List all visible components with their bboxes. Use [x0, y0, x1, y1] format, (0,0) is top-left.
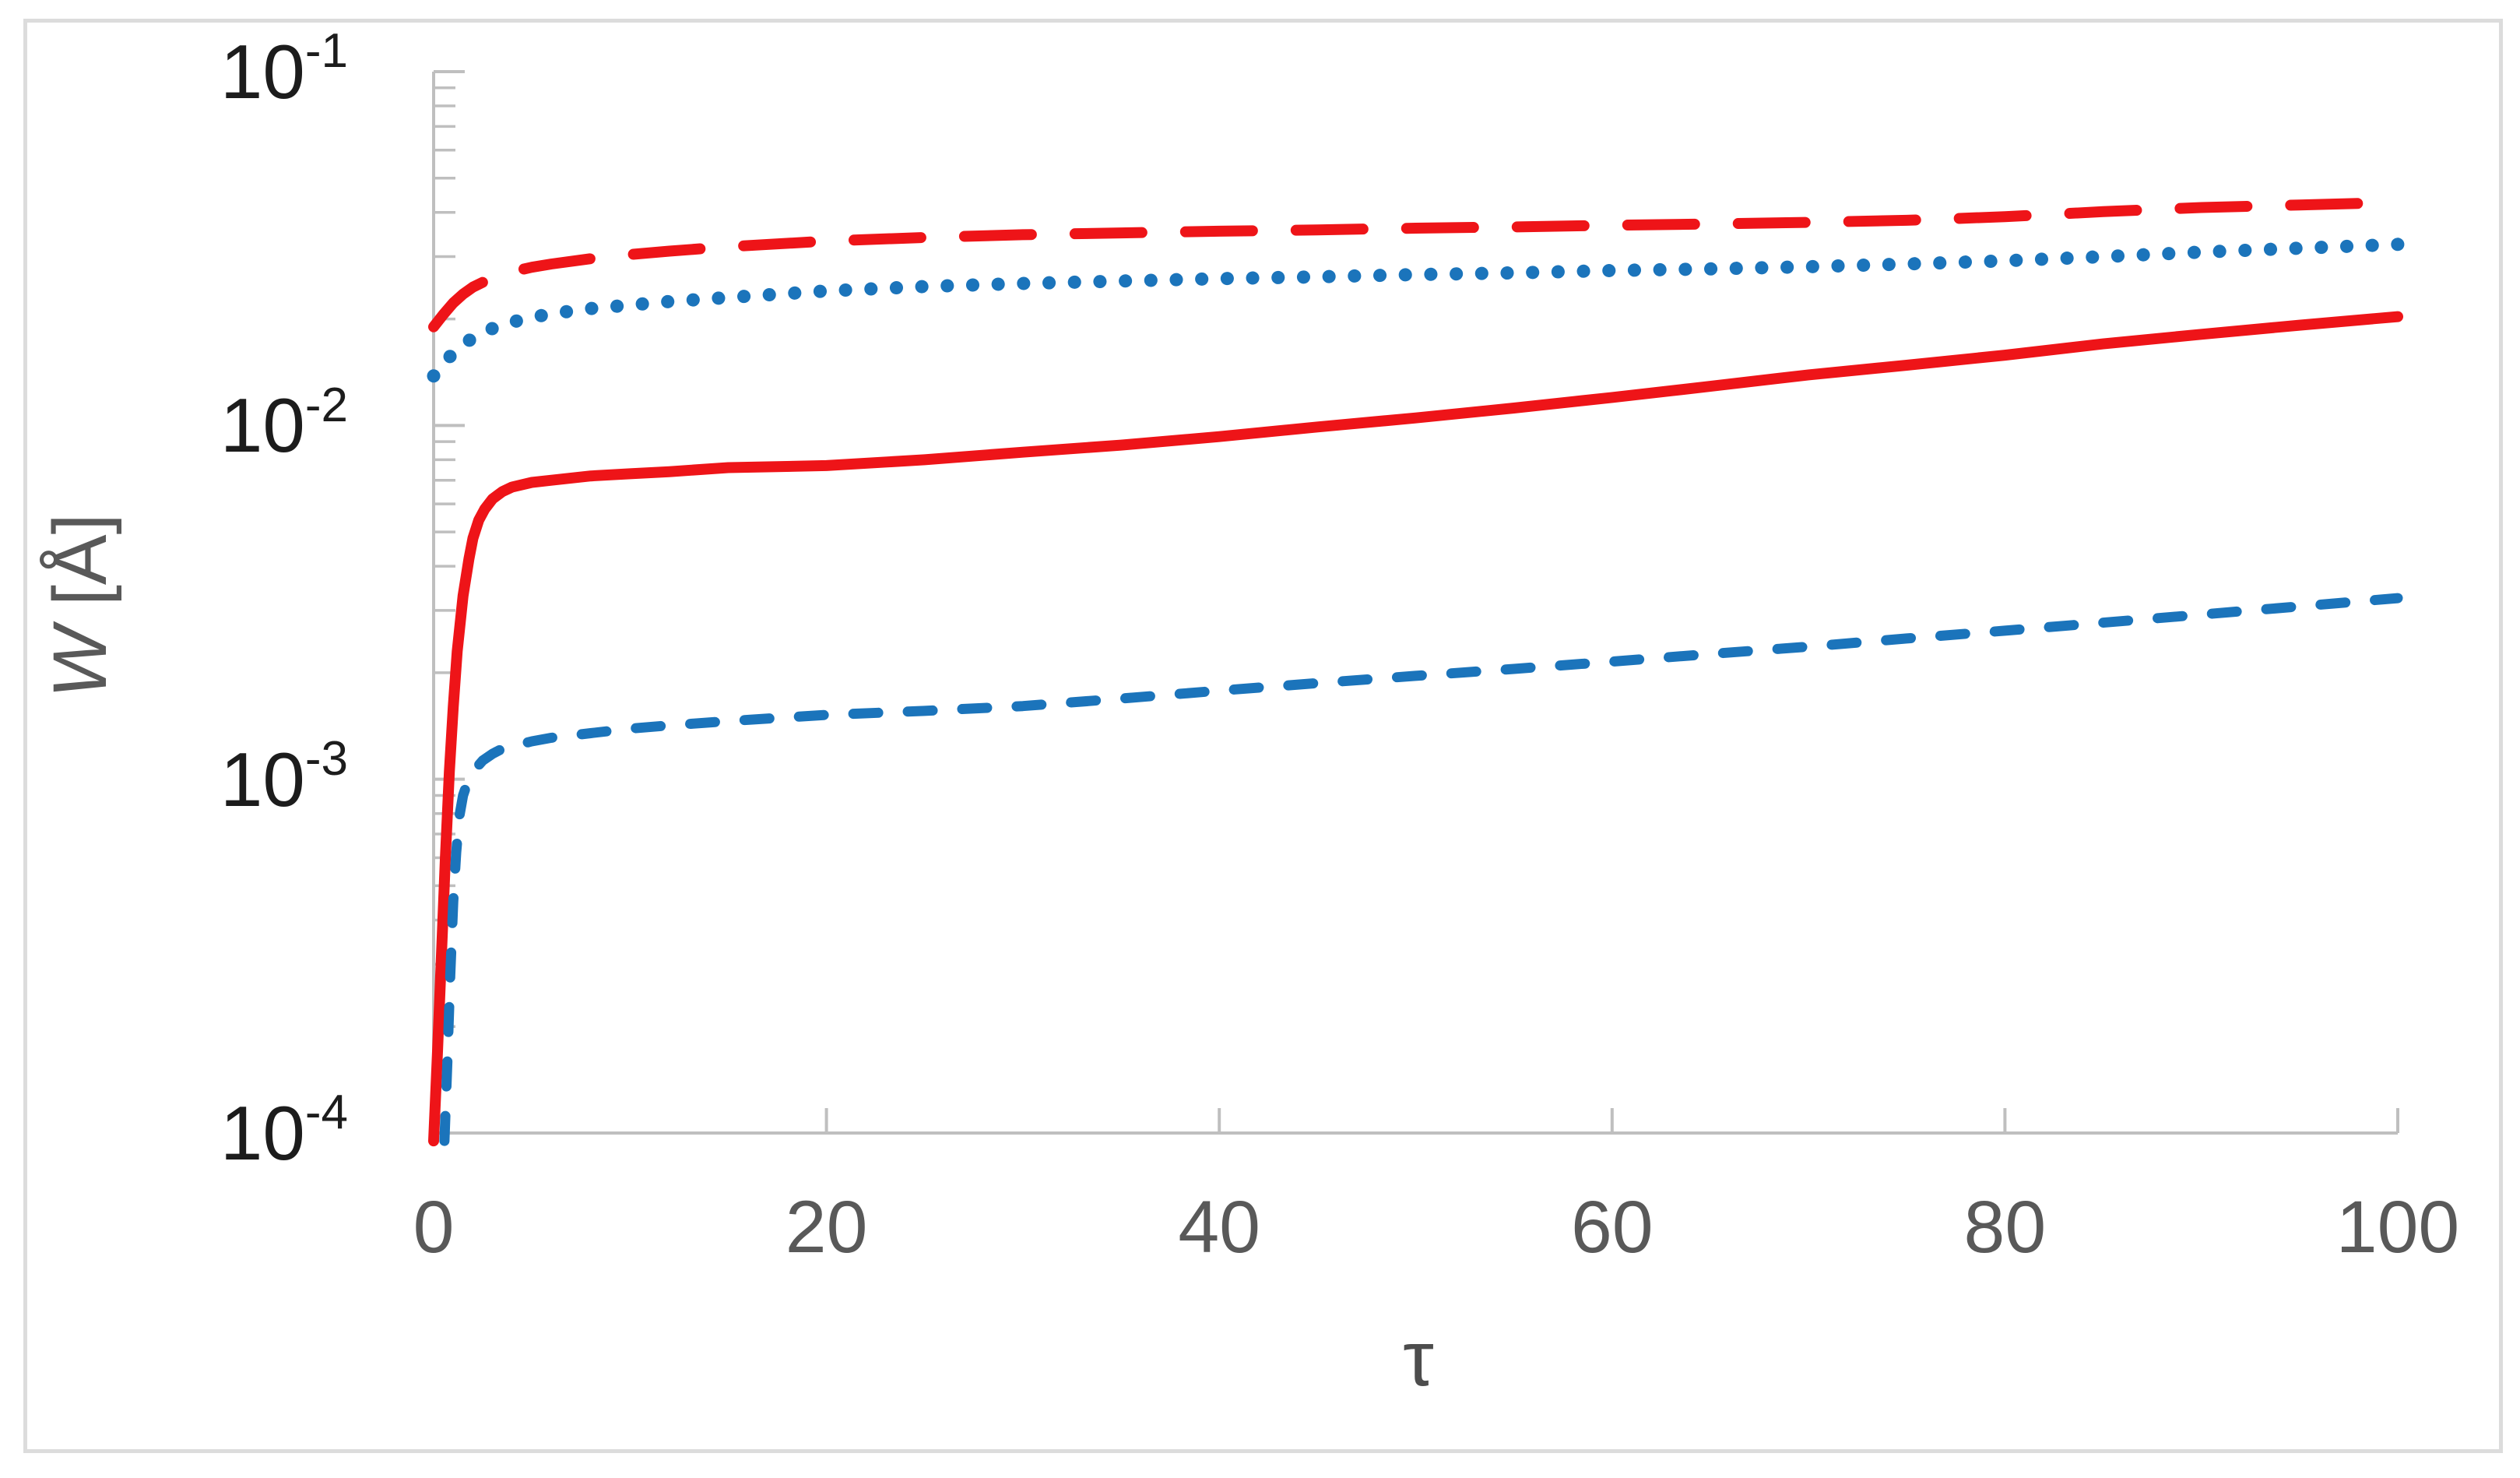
y-axis-title-unit: [Å] — [37, 513, 122, 627]
y-tick-base: 10 — [220, 736, 305, 822]
y-tick-base: 10 — [220, 29, 305, 114]
x-tick-label: 40 — [1178, 1186, 1261, 1269]
y-tick-label: 10-3 — [21, 729, 348, 830]
y-axis-title-variable: W — [37, 627, 122, 699]
x-axis-title: τ — [1403, 1315, 1434, 1402]
y-tick-exponent: -2 — [304, 378, 348, 432]
x-tick-label: 60 — [1570, 1186, 1654, 1269]
y-tick-base: 10 — [220, 1090, 305, 1176]
x-tick-label: 80 — [1963, 1186, 2047, 1269]
y-axis-title: W [Å] — [37, 513, 124, 698]
y-tick-exponent: -3 — [304, 732, 348, 786]
series-blue-short-dashed — [439, 593, 2403, 1146]
y-tick-label: 10-4 — [21, 1082, 348, 1184]
y-tick-exponent: -4 — [304, 1086, 348, 1140]
y-tick-base: 10 — [220, 382, 305, 469]
y-tick-exponent: -1 — [304, 24, 348, 79]
series-blue-dotted — [427, 238, 2405, 383]
x-tick-label: 0 — [413, 1186, 455, 1269]
y-tick-label: 10-1 — [21, 21, 348, 122]
y-tick-label: 10-2 — [21, 375, 348, 476]
series-red-long-dashed — [428, 196, 2403, 333]
series-red-solid — [428, 311, 2403, 1147]
x-tick-label: 20 — [785, 1186, 868, 1269]
x-tick-label: 100 — [2335, 1186, 2460, 1269]
